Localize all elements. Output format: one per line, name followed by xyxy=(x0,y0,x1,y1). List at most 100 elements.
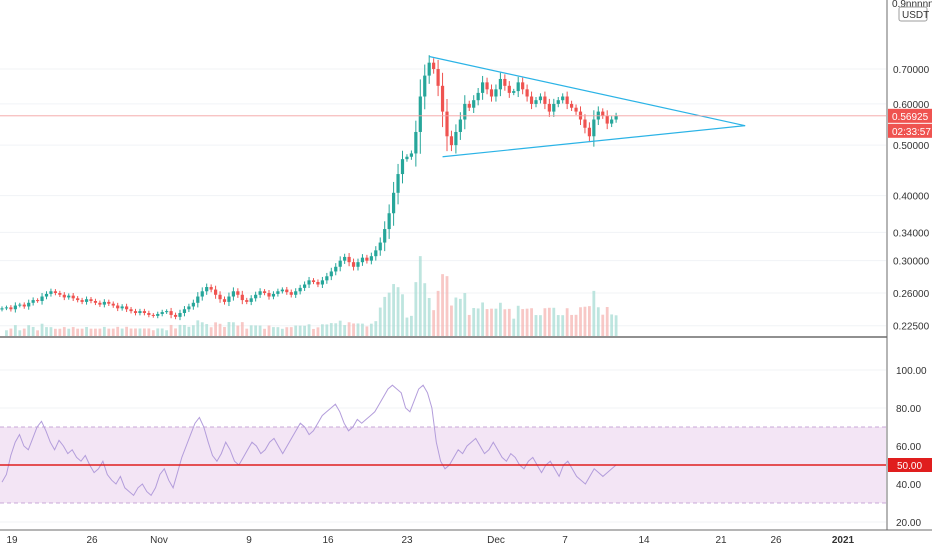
volume-bar xyxy=(454,297,458,336)
volume-bar xyxy=(374,321,378,336)
candle-body xyxy=(227,296,231,302)
trendline-upper xyxy=(429,55,746,127)
volume-bar xyxy=(432,310,436,336)
candle-body xyxy=(71,295,75,299)
volume-bar xyxy=(9,328,13,336)
candle-body xyxy=(258,291,262,295)
candle-body xyxy=(271,293,276,297)
volume-bar xyxy=(556,315,560,336)
volume-bar xyxy=(592,290,596,336)
candle-body xyxy=(369,256,373,261)
volume-bar xyxy=(539,315,542,336)
candle-body xyxy=(601,111,605,116)
volume-bar xyxy=(62,327,66,336)
candle-body xyxy=(507,85,511,93)
candle-body xyxy=(552,103,556,112)
candle-body xyxy=(565,96,569,104)
current-price-badge xyxy=(888,108,932,123)
volume-bar xyxy=(272,327,275,336)
candle-body xyxy=(525,89,529,97)
volume-bar xyxy=(494,308,498,336)
volume-bar xyxy=(298,325,302,336)
volume-bar xyxy=(165,330,169,336)
candle-body xyxy=(129,309,133,312)
volume-bar xyxy=(378,307,382,336)
candle-body xyxy=(440,85,445,112)
candle-body xyxy=(214,289,218,295)
candle-body xyxy=(307,280,311,285)
candle-body xyxy=(200,291,204,297)
volume-bar xyxy=(307,324,311,336)
volume-bar xyxy=(343,325,347,336)
price-tick-label: 0.34000 xyxy=(893,228,930,239)
candle-body xyxy=(107,301,111,304)
candle-body xyxy=(240,294,244,301)
candle-body xyxy=(98,302,102,305)
candle-body xyxy=(67,295,71,298)
time-axis-panel[interactable] xyxy=(0,530,887,550)
volume-bar xyxy=(401,294,404,336)
candle-body xyxy=(570,103,574,108)
candle-body xyxy=(36,300,40,302)
candle-body xyxy=(556,100,560,104)
candle-body xyxy=(156,313,160,316)
volume-bar xyxy=(352,323,355,336)
candle-body xyxy=(574,107,578,112)
volume-bar xyxy=(22,328,26,336)
candle-body xyxy=(610,119,614,124)
candle-body xyxy=(9,307,13,310)
candle-body xyxy=(231,291,235,297)
price-tick-label: 0.50000 xyxy=(893,141,930,152)
candle-body xyxy=(303,284,307,288)
volume-bar xyxy=(205,324,209,336)
volume-bar xyxy=(218,323,222,336)
volume-bar xyxy=(503,309,507,336)
volume-bar xyxy=(365,326,369,336)
candle-body xyxy=(529,96,534,104)
price-axis-panel[interactable] xyxy=(887,0,932,530)
volume-bar xyxy=(499,302,502,336)
volume-bar xyxy=(267,325,271,336)
time-label: 16 xyxy=(322,535,334,546)
volume-bar xyxy=(458,298,462,336)
price-tick-label: 0.26000 xyxy=(893,289,930,300)
volume-bar xyxy=(285,327,289,336)
candle-body xyxy=(587,127,591,137)
candle-body xyxy=(196,296,200,303)
candle-body xyxy=(338,260,342,267)
candle-body xyxy=(169,311,173,315)
volume-bar xyxy=(383,296,387,336)
candle-body xyxy=(0,308,4,310)
volume-bar xyxy=(588,306,591,336)
volume-bar xyxy=(49,327,53,336)
volume-bar xyxy=(507,308,511,336)
candle-body xyxy=(294,291,298,295)
volume-bar xyxy=(614,315,618,336)
volume-bar xyxy=(610,314,614,336)
candle-body xyxy=(40,296,44,301)
volume-bar xyxy=(227,322,231,336)
volume-bar xyxy=(387,292,391,336)
volume-bar xyxy=(18,330,22,336)
volume-bar xyxy=(143,328,146,336)
candle-body xyxy=(360,257,365,263)
candle-body xyxy=(449,136,454,146)
volume-bar xyxy=(40,323,44,336)
time-label: 9 xyxy=(246,535,252,546)
volume-bar xyxy=(120,328,124,336)
volume-bar xyxy=(249,325,253,336)
time-label: Dec xyxy=(487,535,505,546)
volume-bar xyxy=(98,328,102,336)
candle-body xyxy=(485,82,489,90)
candle-body xyxy=(463,103,467,120)
currency-badge-frame[interactable] xyxy=(898,6,928,22)
candle-body xyxy=(142,311,146,314)
volume-bar xyxy=(45,327,48,336)
candle-body xyxy=(205,287,209,292)
volume-bar xyxy=(107,328,111,336)
volume-bar xyxy=(525,308,529,336)
volume-bar xyxy=(490,308,493,336)
candle-body xyxy=(182,309,187,314)
volume-bar xyxy=(369,323,373,336)
